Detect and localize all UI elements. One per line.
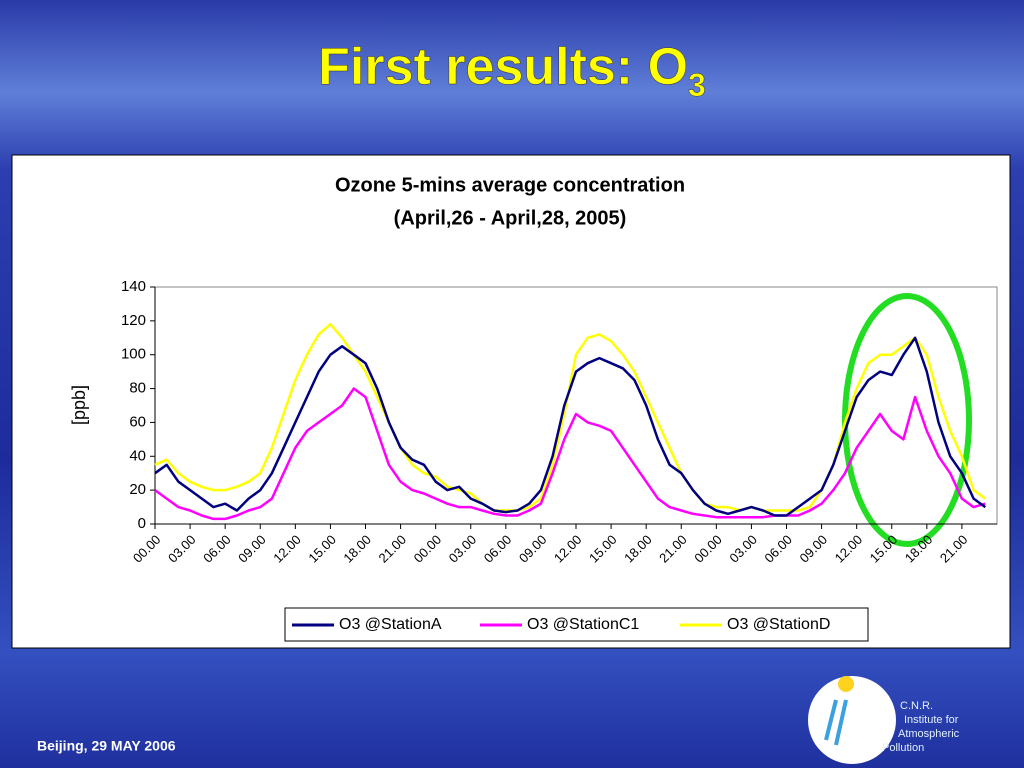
y-tick-label: 0 bbox=[138, 515, 146, 532]
y-axis-label: [ppb] bbox=[69, 385, 89, 425]
y-tick-label: 100 bbox=[121, 346, 146, 363]
slide-title: First results: O3 bbox=[318, 38, 706, 104]
footer: Beijing, 29 MAY 2006 bbox=[37, 738, 176, 754]
legend-label: O3 @StationD bbox=[727, 616, 830, 633]
chart-subtitle: (April,26 - April,28, 2005) bbox=[394, 207, 627, 229]
series-line bbox=[154, 336, 987, 517]
y-tick-label: 60 bbox=[129, 413, 146, 430]
logo-text: Atmospheric bbox=[898, 728, 960, 740]
chart-title: Ozone 5-mins average concentration bbox=[335, 174, 685, 196]
legend-label: O3 @StationC1 bbox=[527, 616, 639, 633]
y-tick-label: 120 bbox=[121, 312, 146, 329]
logo-mark bbox=[824, 699, 848, 746]
series-line bbox=[154, 387, 986, 521]
logo bbox=[808, 676, 896, 764]
title-sub: 3 bbox=[688, 67, 706, 103]
y-tick-label: 40 bbox=[129, 447, 146, 464]
logo-sun bbox=[838, 676, 854, 692]
series-line bbox=[154, 322, 987, 512]
logo-text: C.N.R. bbox=[900, 700, 933, 712]
y-tick-label: 140 bbox=[121, 278, 146, 295]
logo-text: Institute for bbox=[904, 714, 959, 726]
legend bbox=[284, 607, 869, 642]
y-tick-label: 20 bbox=[129, 481, 146, 498]
legend-label: O3 @StationA bbox=[339, 616, 442, 633]
y-tick-label: 80 bbox=[129, 380, 146, 397]
logo-text: Pollution bbox=[882, 742, 924, 754]
title-main: First results: O bbox=[318, 38, 688, 96]
